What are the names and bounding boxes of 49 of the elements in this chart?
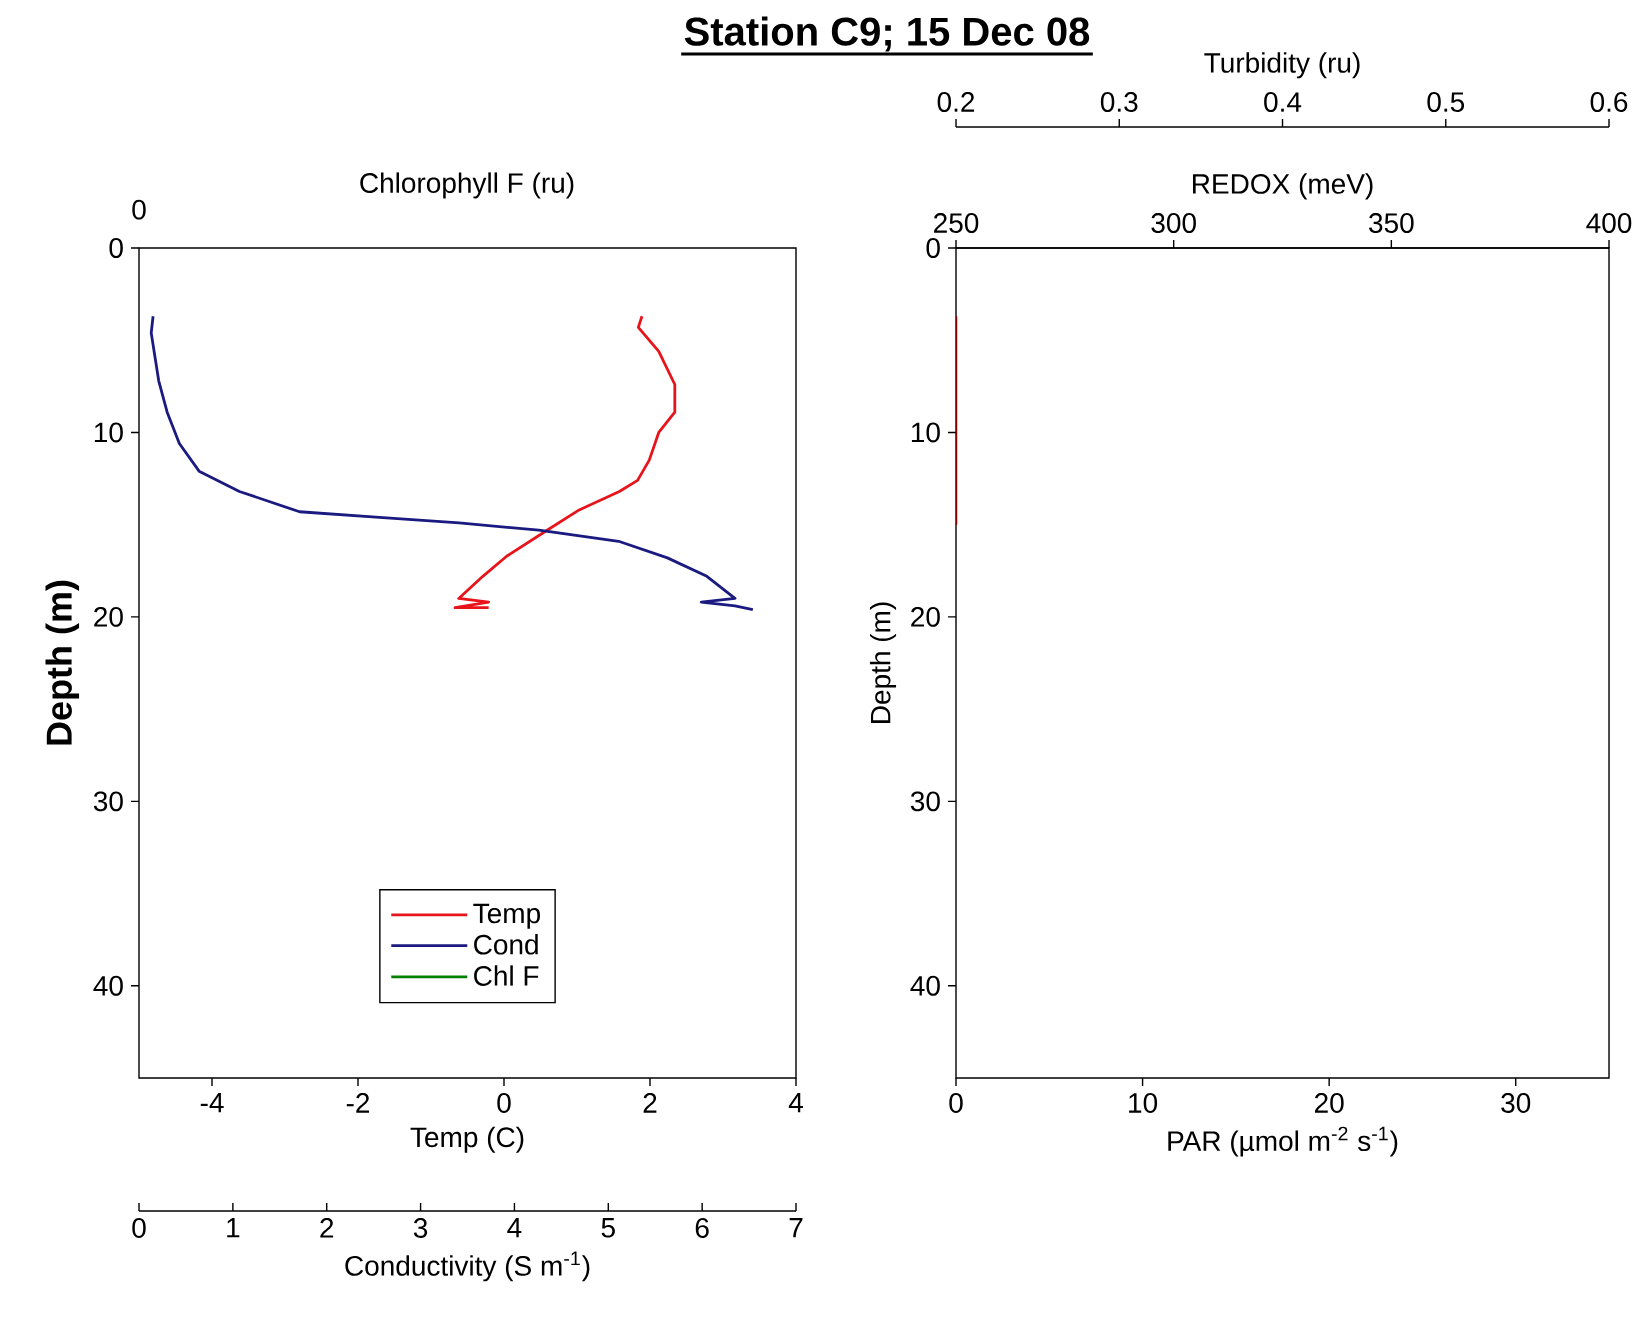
text: 0 [132,199,146,220]
y-tick-label: 20 [911,606,940,627]
x2-axis-title: Conductivity (S m$^{-1}$) [345,1251,590,1282]
legend-label: Cond [474,934,538,955]
x-axis-title: Turbidity (ru) [1204,52,1360,79]
x2-tick-label: 6 [695,1218,709,1238]
x-tick-label: 0.3 [1100,92,1138,112]
x-tick-label: 10 [1129,1093,1158,1113]
y-axis-title: Depth (m) [869,602,897,723]
x-tick-label: 0.5 [1427,92,1465,112]
x2-tick-label: 2 [320,1218,334,1238]
x2-tick-label: 5 [601,1218,615,1238]
x2-tick-label: 7 [789,1218,803,1238]
x-tick-label: 0.2 [937,92,975,112]
x2-tick-label: 3 [413,1218,428,1238]
x-tick-label: 0.6 [1590,92,1628,112]
y-tick-label: 40 [93,975,123,996]
y-tick-label: 0 [109,238,123,258]
text: Station C9; 15 Dec 08 [684,16,1090,52]
x-tick-label: 4 [788,1093,803,1113]
y-tick-label: 10 [94,422,123,443]
x-tick-label: 2 [643,1093,657,1113]
x-tick-label: -2 [346,1093,370,1113]
y-tick-label: 20 [94,606,123,627]
legend-label: Chl F [474,965,539,986]
x2-tick-label: 1 [227,1218,240,1238]
x-tick-label: 0 [949,1093,963,1113]
x-tick-label: 20 [1314,1093,1344,1113]
y-axis-title: Depth (m) [45,580,80,745]
x2-tick-label: 4 [507,1218,522,1238]
x2-axis-title: REDOX (meV) [1193,173,1373,200]
x2-tick-label: 0 [132,1218,146,1238]
legend-label: Temp [473,903,540,929]
x2-tick-label: 400 [1586,213,1632,233]
x-tick-label: 0.4 [1264,92,1302,112]
x2-tick-label: 250 [934,213,979,233]
x-axis-title: PAR (µmol m$^{-2}$ s$^{-1}$) [1168,1126,1398,1157]
y-tick-label: 30 [93,791,123,812]
y-tick-label: 10 [911,422,940,443]
x2-tick-label: 300 [1151,213,1196,233]
text: Chlorophyll F (ru) [360,172,574,199]
x-tick-label: 0 [497,1093,511,1113]
x-tick-label: -4 [200,1093,224,1113]
x-axis-title: Temp (C) [410,1126,524,1153]
y-tick-label: 30 [910,791,940,812]
x2-tick-label: 350 [1369,213,1414,233]
y-tick-label: 40 [910,975,940,996]
y-tick-label: 0 [926,238,940,258]
x-tick-label: 30 [1501,1093,1531,1113]
